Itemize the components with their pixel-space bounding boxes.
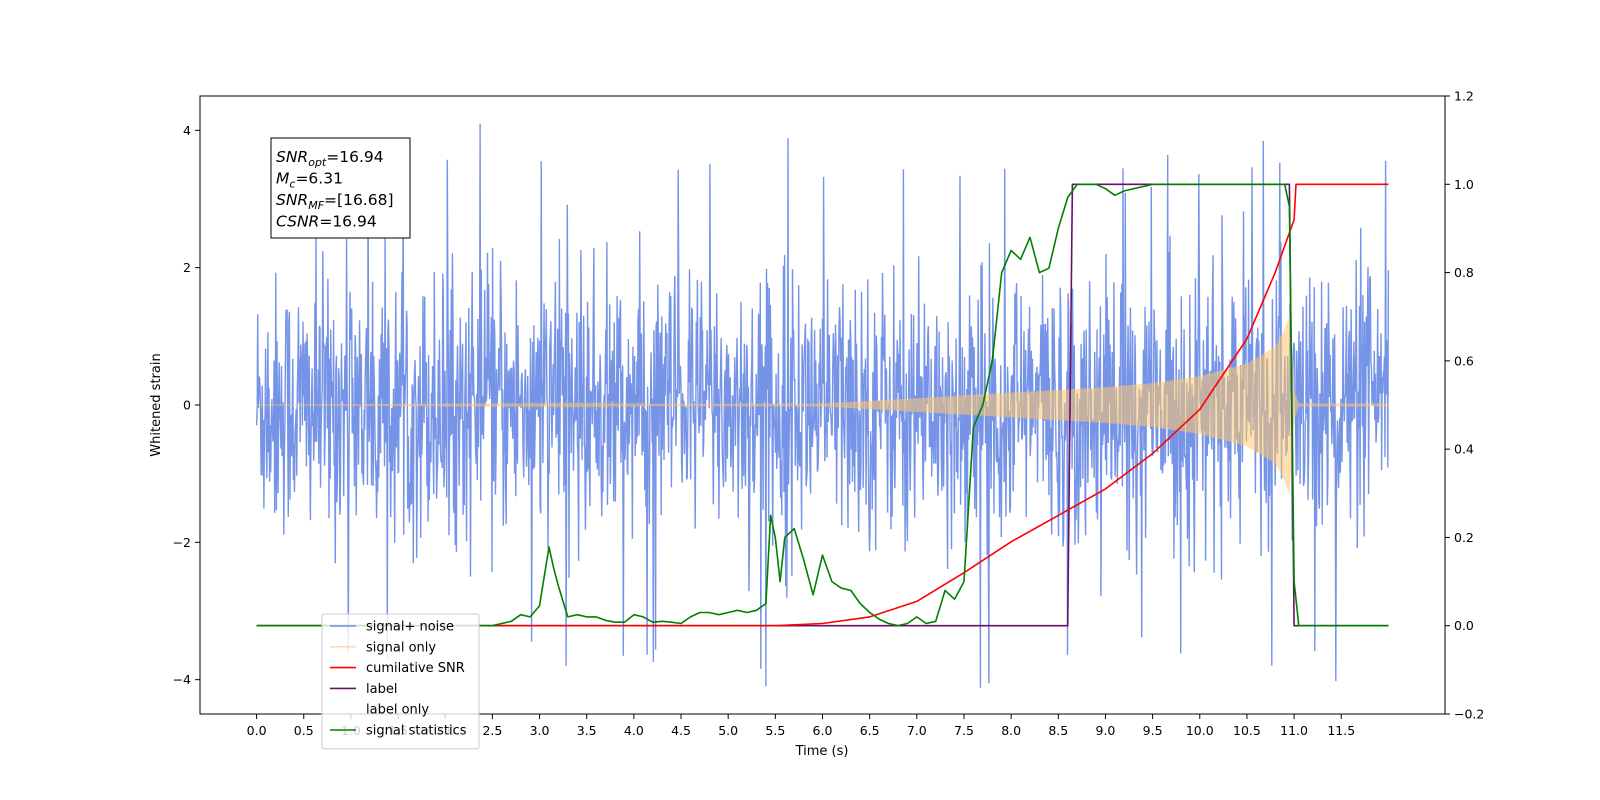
x-tick-label: 7.5	[954, 723, 974, 738]
legend-label-label: label	[366, 682, 397, 697]
x-tick-label: 3.5	[577, 723, 597, 738]
y-left-tick-label: 0	[183, 398, 191, 413]
annotation-value: =16.94	[319, 213, 376, 231]
annotation-subscript: opt	[308, 156, 327, 169]
annotation-value: =6.31	[295, 170, 343, 188]
legend-label-label_only: label only	[366, 703, 429, 718]
annotation-box: SNRopt=16.94Mc=6.31SNRMF=[16.68]CSNR=16.…	[270, 137, 411, 239]
x-tick-label: 7.0	[907, 723, 927, 738]
annotation-subscript: MF	[308, 199, 324, 212]
annotation-frame	[270, 137, 411, 239]
annotation-symbol: M	[276, 170, 289, 188]
x-tick-label: 11.0	[1280, 723, 1308, 738]
y-right-tick-label: 0.4	[1454, 442, 1474, 457]
x-tick-label: 0.0	[247, 723, 267, 738]
x-tick-label: 10.5	[1233, 723, 1261, 738]
x-tick-label: 8.5	[1048, 723, 1068, 738]
annotation-value: =[16.68]	[324, 191, 393, 209]
x-tick-label: 9.5	[1143, 723, 1163, 738]
y-left-tick-label: −4	[173, 672, 191, 687]
annotation-symbol: SNR	[276, 148, 308, 166]
legend-label-stats: signal statistics	[366, 724, 467, 739]
legend-frame	[321, 613, 480, 750]
annotation-line: CSNR=16.94	[276, 213, 377, 231]
y-right-tick-label: 0.6	[1454, 353, 1474, 368]
series-cumulative-snr-line	[256, 183, 1389, 627]
x-tick-label: 6.5	[860, 723, 880, 738]
annotation-line: SNRopt=16.94	[276, 148, 384, 169]
x-tick-label: 11.5	[1327, 723, 1355, 738]
y-right-tick-label: 0.8	[1454, 265, 1474, 280]
legend: signal+ noise signal only cumilative SNR la…	[321, 613, 480, 750]
legend-label-noise: signal+ noise	[366, 620, 454, 635]
annotation-symbol: CSNR	[276, 213, 319, 231]
annotation-value: =16.94	[326, 148, 383, 166]
x-axis-label: Time (s)	[795, 744, 849, 759]
x-tick-label: 8.0	[1001, 723, 1021, 738]
x-tick-label: 0.5	[294, 723, 314, 738]
x-tick-label: 9.0	[1096, 723, 1116, 738]
annotation-subscript: c	[289, 178, 295, 191]
annotation-line: SNRMF=[16.68]	[276, 191, 394, 212]
x-tick-label: 10.0	[1186, 723, 1214, 738]
y-right-tick-label: 1.2	[1454, 89, 1474, 104]
legend-label-signal: signal only	[366, 640, 436, 655]
y-right-tick-label: 0.0	[1454, 618, 1474, 633]
legend-label-csnr: cumilative SNR	[366, 661, 465, 676]
x-tick-label: 3.0	[530, 723, 550, 738]
x-tick-label: 5.5	[765, 723, 785, 738]
y-right-tick-label: −0.2	[1454, 707, 1484, 722]
y-right-tick-label: 0.2	[1454, 530, 1474, 545]
x-tick-label: 6.0	[813, 723, 833, 738]
series-layer	[255, 123, 1390, 688]
x-tick-label: 2.5	[482, 723, 502, 738]
series-signal-only-line	[256, 315, 1389, 493]
y-right-tick-label: 1.0	[1454, 177, 1474, 192]
y-left-tick-label: −2	[173, 535, 191, 550]
annotation-line: Mc=6.31	[276, 170, 343, 191]
series-signal-noise-line	[255, 123, 1390, 688]
series-signal-statistics-line	[256, 183, 1389, 627]
x-tick-label: 4.5	[671, 723, 691, 738]
x-tick-label: 5.0	[718, 723, 738, 738]
annotation-symbol: SNR	[276, 191, 308, 209]
y-left-tick-label: 4	[183, 123, 191, 138]
y-left-tick-label: 2	[183, 260, 191, 275]
x-tick-label: 4.0	[624, 723, 644, 738]
y-axis-label: Whitened strain	[149, 353, 164, 456]
